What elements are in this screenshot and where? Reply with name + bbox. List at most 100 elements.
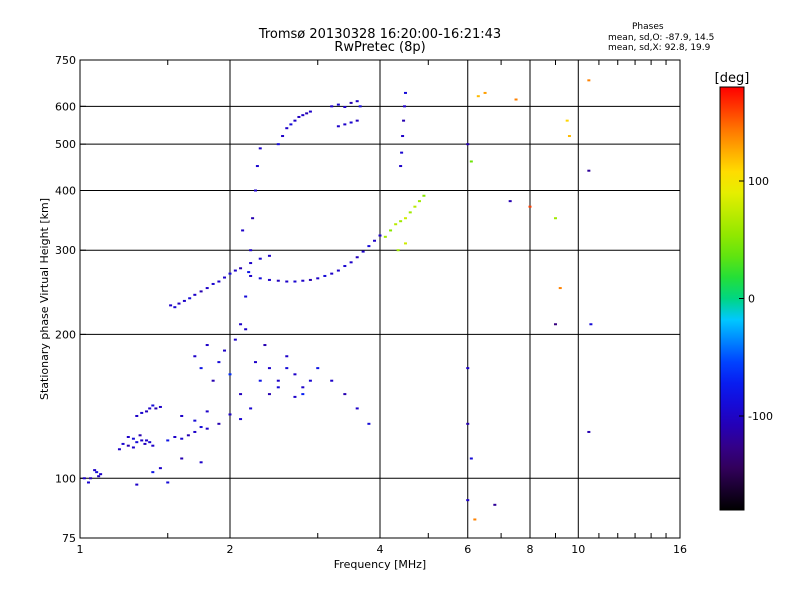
data-point: [193, 355, 197, 358]
data-point: [247, 271, 251, 274]
data-point: [330, 105, 334, 108]
data-point: [567, 135, 571, 138]
data-point: [276, 143, 280, 146]
data-point: [211, 379, 215, 382]
data-point: [267, 393, 271, 396]
data-point: [89, 477, 93, 480]
data-point: [239, 393, 243, 396]
data-point: [86, 481, 90, 484]
data-point: [343, 393, 347, 396]
data-point: [249, 274, 253, 277]
data-point: [587, 169, 591, 172]
data-point: [285, 280, 289, 283]
data-point: [223, 276, 227, 279]
data-point: [148, 407, 152, 410]
data-point: [258, 257, 262, 260]
data-point: [587, 79, 591, 82]
data-point: [301, 114, 305, 117]
data-point: [293, 395, 297, 398]
data-point: [131, 437, 135, 440]
data-point: [528, 205, 532, 208]
data-point: [188, 297, 192, 300]
data-point: [466, 422, 470, 425]
data-point: [205, 287, 209, 290]
data-point: [316, 277, 320, 280]
data-point: [305, 112, 309, 115]
data-point: [367, 422, 371, 425]
colorbar-tick-label: -100: [748, 410, 773, 423]
data-point: [217, 361, 221, 364]
data-point: [514, 98, 518, 101]
data-point: [297, 115, 301, 118]
chart-title-line2: RwPretec (8p): [334, 40, 426, 55]
data-point: [205, 344, 209, 347]
data-point: [355, 407, 359, 410]
data-point: [401, 135, 405, 138]
data-point: [186, 434, 190, 437]
data-point: [182, 299, 186, 302]
data-point: [355, 100, 359, 103]
data-point: [473, 518, 477, 521]
data-point: [173, 306, 177, 309]
data-point: [289, 123, 293, 126]
colorbar-tick-label: 100: [748, 175, 769, 188]
data-point: [199, 290, 203, 293]
data-point: [158, 405, 162, 408]
data-point: [135, 483, 139, 486]
data-point: [301, 279, 305, 282]
data-point: [466, 499, 470, 502]
data-point: [466, 143, 470, 146]
data-point: [323, 274, 327, 277]
data-point: [169, 304, 173, 307]
data-point: [173, 435, 177, 438]
data-point: [99, 473, 103, 476]
data-point: [249, 407, 253, 410]
data-point: [330, 272, 334, 275]
phase-stats-o: mean, sd,O: -87.9, 14.5: [608, 33, 715, 43]
data-point: [373, 239, 377, 242]
data-point: [143, 442, 147, 445]
data-point: [253, 189, 257, 192]
data-point: [358, 105, 362, 108]
data-point: [148, 441, 152, 444]
y-tick-label: 200: [55, 328, 76, 341]
y-tick-label: 750: [55, 54, 76, 67]
y-tick-label: 300: [55, 244, 76, 257]
data-point: [399, 220, 403, 223]
chart-title-line1: Tromsø 20130328 16:20:00-16:21:43: [258, 27, 502, 42]
data-point: [205, 427, 209, 430]
x-tick-label: 16: [673, 543, 687, 556]
data-point: [263, 344, 267, 347]
data-point: [399, 165, 403, 168]
data-point: [267, 367, 271, 370]
data-point: [469, 457, 473, 460]
data-point: [95, 471, 99, 474]
x-tick-label: 4: [377, 543, 384, 556]
data-point: [308, 278, 312, 281]
phases-heading: Phases: [632, 22, 664, 32]
data-point: [151, 444, 155, 447]
data-point: [589, 323, 593, 326]
x-tick-label: 10: [571, 543, 585, 556]
data-point: [281, 135, 285, 138]
plot-frame: [79, 59, 681, 539]
y-tick-label: 75: [62, 532, 76, 545]
data-point: [151, 471, 155, 474]
data-point: [199, 461, 203, 464]
data-point: [293, 373, 297, 376]
data-point: [205, 410, 209, 413]
data-point: [403, 105, 407, 108]
data-point: [316, 367, 320, 370]
data-point: [565, 119, 569, 122]
data-point: [249, 249, 253, 252]
data-point: [361, 250, 365, 253]
data-point: [244, 328, 248, 331]
data-point: [140, 411, 144, 414]
data-point: [249, 262, 253, 265]
data-point: [349, 121, 353, 124]
data-point: [151, 404, 155, 407]
data-point: [349, 261, 353, 264]
data-point: [244, 295, 248, 298]
data-point: [355, 256, 359, 259]
data-point: [285, 127, 289, 130]
